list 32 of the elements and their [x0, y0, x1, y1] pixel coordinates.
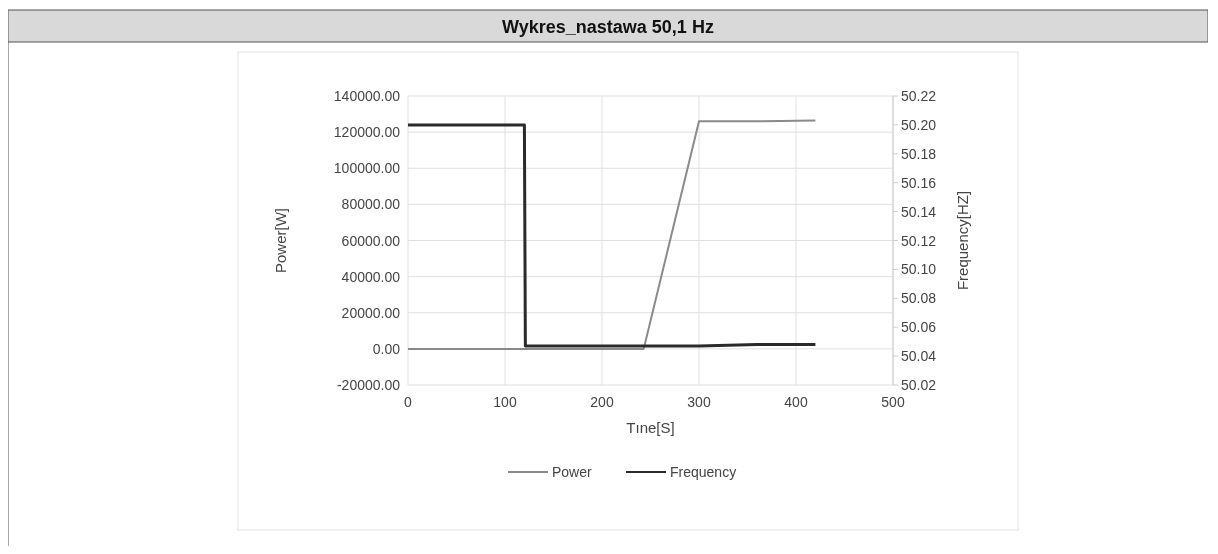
y-tick-label: 100000.00 [333, 160, 401, 177]
x-tick-label: 200 [590, 394, 614, 410]
y2-tick-label: 50.04 [901, 348, 937, 365]
x-tick-label: 0 [404, 394, 413, 410]
y2-tick-label: 50.12 [901, 232, 937, 249]
y-tick-label: 20000.00 [341, 304, 401, 321]
y-tick-label: 80000.00 [341, 196, 401, 213]
y2-tick-label: 50.22 [901, 88, 937, 104]
y2-tick-label: 50.18 [901, 145, 937, 162]
y-tick-label: 0.00 [372, 340, 401, 357]
chart-title: Wykres_nastawa 50,1 Hz [502, 17, 714, 37]
x-axis-title: Tıne[S] [626, 419, 675, 436]
y-axis-title: Power[W] [272, 207, 289, 274]
y-tick-label: 140000.00 [333, 88, 401, 104]
y2-tick-label: 50.02 [901, 377, 937, 393]
x-tick-label: 100 [493, 394, 517, 410]
x-tick-label: 500 [881, 394, 905, 410]
y2-tick-label: 50.08 [901, 290, 937, 307]
y2-axis-title: Frequency[HZ] [954, 190, 971, 291]
legend-label: Frequency [670, 464, 737, 480]
y2-tick-label: 50.10 [901, 261, 937, 278]
x-tick-label: 300 [687, 394, 711, 410]
y2-tick-label: 50.06 [901, 319, 937, 336]
y2-tick-label: 50.16 [901, 174, 937, 191]
y2-tick-label: 50.20 [901, 116, 937, 133]
y-tick-label: -20000.00 [336, 377, 401, 393]
y-tick-label: 120000.00 [333, 124, 401, 141]
legend-label: Power [552, 464, 593, 480]
y-tick-label: 60000.00 [341, 232, 401, 249]
y-tick-label: 40000.00 [341, 268, 401, 285]
x-tick-label: 400 [784, 394, 808, 410]
y2-tick-label: 50.14 [901, 203, 937, 220]
